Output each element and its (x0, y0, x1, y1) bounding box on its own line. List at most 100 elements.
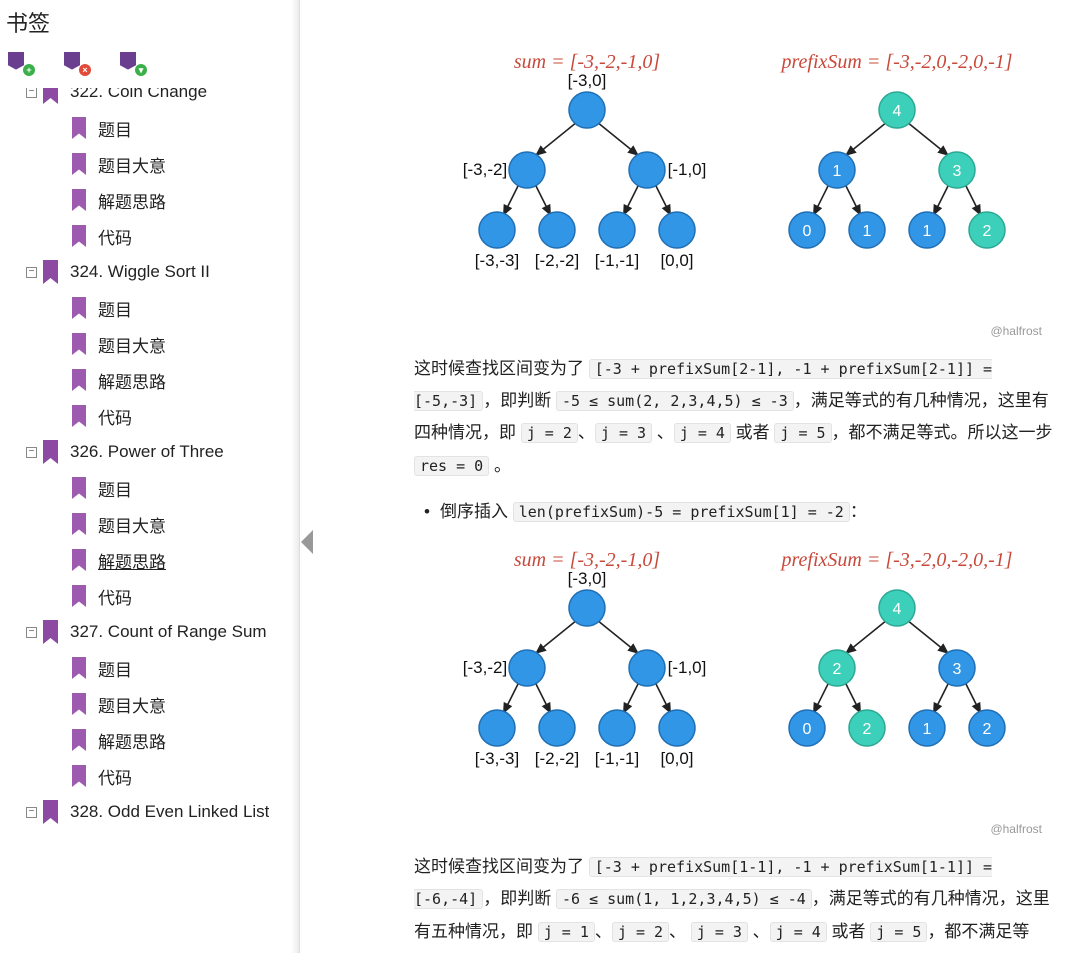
bookmark-icon (72, 585, 86, 607)
plus-icon: + (23, 64, 35, 76)
sub-node[interactable]: 代码 (2, 218, 297, 254)
sub-label: 题目大意 (98, 152, 166, 177)
panel-divider[interactable] (300, 0, 314, 953)
sub-node[interactable]: 解题思路 (2, 182, 297, 218)
svg-text:[-3,-2]: [-3,-2] (463, 658, 507, 677)
add-bookmark-button[interactable]: + (8, 52, 30, 78)
delete-bookmark-button[interactable]: × (64, 52, 86, 78)
bookmark-icon (72, 369, 86, 391)
x-icon: × (79, 64, 91, 76)
svg-text:[-3,-3]: [-3,-3] (475, 251, 519, 270)
collapse-icon[interactable] (301, 530, 313, 554)
bookmark-icon (72, 729, 86, 751)
sub-label: 代码 (98, 584, 132, 609)
collapse-icon[interactable]: − (26, 88, 37, 98)
bookmark-icon (72, 297, 86, 319)
bookmark-toolbar: + × ▾ (0, 48, 299, 88)
problem-node[interactable]: −324. Wiggle Sort II (2, 254, 297, 290)
sub-node[interactable]: 题目 (2, 470, 297, 506)
problem-title: 328. Odd Even Linked List (70, 802, 269, 822)
sub-node[interactable]: 代码 (2, 398, 297, 434)
sub-node[interactable]: 解题思路 (2, 722, 297, 758)
sub-node[interactable]: 解题思路 (2, 362, 297, 398)
bookmark-icon (72, 189, 86, 211)
diagram-2: sum = [-3,-2,-1,0] prefixSum = [-3,-2,0,… (414, 548, 1060, 808)
sub-node[interactable]: 代码 (2, 578, 297, 614)
sub-label: 题目大意 (98, 692, 166, 717)
sub-label: 题目 (98, 296, 132, 321)
svg-text:2: 2 (833, 661, 842, 678)
svg-text:4: 4 (893, 601, 902, 618)
svg-text:[0,0]: [0,0] (660, 749, 693, 768)
bookmark-icon (72, 117, 86, 139)
svg-text:[-2,-2]: [-2,-2] (535, 749, 579, 768)
bookmark-icon (72, 765, 86, 787)
problem-title: 327. Count of Range Sum (70, 622, 267, 642)
sub-node[interactable]: 题目 (2, 650, 297, 686)
svg-text:4: 4 (893, 103, 902, 120)
bookmark-icon (72, 693, 86, 715)
bookmark-icon (72, 549, 86, 571)
bookmark-icon (43, 800, 58, 824)
sub-node[interactable]: 解题思路 (2, 542, 297, 578)
problem-node[interactable]: −326. Power of Three (2, 434, 297, 470)
svg-text:sum = [-3,-2,-1,0]: sum = [-3,-2,-1,0] (514, 51, 660, 73)
collapse-icon[interactable]: − (26, 627, 37, 638)
sub-label: 解题思路 (98, 728, 166, 753)
sub-node[interactable]: 题目大意 (2, 326, 297, 362)
sub-node[interactable]: 题目 (2, 290, 297, 326)
svg-text:prefixSum = [-3,-2,0,-2,0,-1]: prefixSum = [-3,-2,0,-2,0,-1] (779, 549, 1012, 571)
svg-text:3: 3 (953, 163, 962, 180)
bookmark-tree[interactable]: −322. Coin Change题目题目大意解题思路代码−324. Wiggl… (0, 88, 299, 953)
paragraph-1: 这时候查找区间变为了 [-3 + prefixSum[2-1], -1 + pr… (414, 353, 1060, 482)
svg-text:sum = [-3,-2,-1,0]: sum = [-3,-2,-1,0] (514, 549, 660, 571)
svg-text:[-2,-2]: [-2,-2] (535, 251, 579, 270)
bookmark-icon (43, 620, 58, 644)
svg-text:1: 1 (923, 721, 932, 738)
sub-node[interactable]: 题目大意 (2, 686, 297, 722)
svg-text:[0,0]: [0,0] (660, 251, 693, 270)
collapse-icon[interactable]: − (26, 807, 37, 818)
bullet-1: • 倒序插入 len(prefixSum)-5 = prefixSum[1] =… (414, 496, 1060, 528)
collapse-icon[interactable]: − (26, 267, 37, 278)
problem-node[interactable]: − 327. Count of Range Sum (2, 614, 297, 650)
bookmarks-panel: 书签 + × ▾ −322. Coin Change题目题目大意解题思路代码−3… (0, 0, 300, 953)
collapse-icon[interactable]: − (26, 447, 37, 458)
svg-text:2: 2 (983, 721, 992, 738)
sub-label: 代码 (98, 224, 132, 249)
sub-node[interactable]: 题目 (2, 110, 297, 146)
sub-node[interactable]: 题目大意 (2, 506, 297, 542)
bookmark-icon (72, 153, 86, 175)
document-content[interactable]: sum = [-3,-2,-1,0] prefixSum = [-3,-2,0,… (314, 0, 1080, 953)
sub-label: 代码 (98, 404, 132, 429)
paragraph-2: 这时候查找区间变为了 [-3 + prefixSum[1-1], -1 + pr… (414, 851, 1060, 953)
svg-text:[-1,-1]: [-1,-1] (595, 251, 639, 270)
svg-text:[-3,0]: [-3,0] (568, 71, 607, 90)
bookmark-icon (43, 440, 58, 464)
panel-title: 书签 (0, 0, 299, 48)
sub-node[interactable]: 代码 (2, 758, 297, 794)
bookmark-icon (43, 260, 58, 284)
svg-text:[-1,0]: [-1,0] (668, 160, 707, 179)
svg-text:prefixSum = [-3,-2,0,-2,0,-1]: prefixSum = [-3,-2,0,-2,0,-1] (779, 51, 1012, 73)
svg-text:1: 1 (833, 163, 842, 180)
bookmark-icon (72, 513, 86, 535)
confirm-bookmark-button[interactable]: ▾ (120, 52, 142, 78)
svg-text:2: 2 (863, 721, 872, 738)
sub-label: 题目 (98, 476, 132, 501)
svg-text:2: 2 (983, 223, 992, 240)
sub-label: 解题思路 (98, 368, 166, 393)
problem-node[interactable]: −322. Coin Change (2, 88, 297, 110)
check-icon: ▾ (135, 64, 147, 76)
svg-text:[-3,0]: [-3,0] (568, 569, 607, 588)
svg-text:3: 3 (953, 661, 962, 678)
sub-label: 题目大意 (98, 332, 166, 357)
svg-text:0: 0 (803, 721, 812, 738)
sub-label: 解题思路 (98, 548, 166, 573)
sub-node[interactable]: 题目大意 (2, 146, 297, 182)
problem-node[interactable]: − 328. Odd Even Linked List (2, 794, 297, 830)
svg-text:[-1,0]: [-1,0] (668, 658, 707, 677)
svg-text:1: 1 (863, 223, 872, 240)
bookmark-icon (72, 333, 86, 355)
svg-text:[-3,-2]: [-3,-2] (463, 160, 507, 179)
